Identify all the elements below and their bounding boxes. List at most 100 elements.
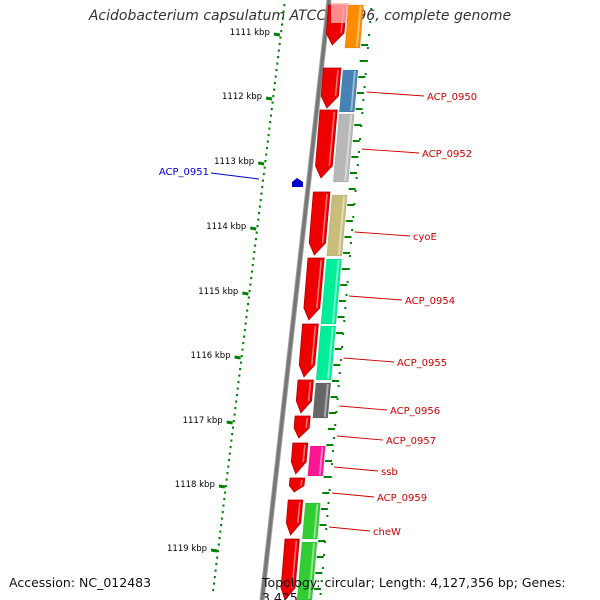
scale-dot [266, 140, 269, 143]
forward-gene-arrow [290, 442, 309, 475]
outer-ring-dot [348, 255, 351, 257]
outer-ring-dot [356, 164, 359, 166]
scale-dot [257, 218, 260, 221]
scale-dot [224, 485, 227, 488]
scale-dot [271, 101, 274, 104]
scale-tick-label: 1118 kbp [175, 480, 215, 490]
outer-ring-dot [341, 346, 344, 348]
gene-label: cheW [373, 527, 401, 538]
scale-dot [270, 108, 273, 111]
scale-dot [254, 244, 257, 247]
scale-dot [247, 296, 250, 299]
scale-tick-label: 1111 kbp [230, 28, 270, 38]
outer-ring-dot [353, 203, 356, 205]
scale-dot [262, 179, 265, 182]
scale-dot [261, 186, 264, 189]
scale-dot [259, 199, 262, 202]
scale-dot [273, 88, 276, 91]
scale-dot [221, 511, 224, 514]
scale-dot [241, 348, 244, 351]
scale-dot [237, 381, 240, 384]
outer-ring-dot [355, 177, 358, 179]
cog-gene-block [320, 258, 342, 325]
scale-dot [225, 478, 228, 481]
outer-ring-dot [361, 112, 364, 114]
scale-dot [232, 420, 235, 423]
gene-label: ACP_0959 [377, 493, 427, 504]
outer-ring-dot [352, 216, 355, 218]
scale-tick-mark [265, 96, 273, 101]
outer-ring-dot [345, 294, 348, 296]
scale-tick-mark [210, 548, 218, 553]
scale-tick-mark [273, 32, 281, 37]
forward-gene-highlight [316, 259, 322, 309]
outer-ring-dot [354, 190, 357, 192]
cog-gene-highlight [344, 114, 353, 182]
outer-ring-dot [328, 489, 331, 491]
scale-dot [258, 205, 261, 208]
scale-dot [273, 82, 276, 85]
forward-gene-arrow [315, 109, 338, 179]
scale-dot [215, 563, 218, 566]
scale-dot [228, 452, 231, 455]
scale-dot [254, 238, 257, 241]
scale-dot [229, 446, 232, 449]
scale-dot [243, 335, 246, 338]
highlighted-gene-marker [292, 178, 303, 187]
scale-dot [283, 4, 286, 7]
scale-dot [269, 114, 272, 117]
topology-text: Topology: circular; Length: 4,127,356 bp… [262, 575, 566, 600]
gene-label-leader [348, 295, 403, 301]
gene-label: ACP_0957 [386, 436, 436, 447]
gene-label: ACP_0950 [427, 92, 477, 103]
highlighted-gene-label: ACP_0951 [159, 167, 209, 178]
scale-dot [264, 160, 267, 163]
outer-ring-dot [346, 281, 349, 283]
gene-label-leader [339, 405, 388, 411]
scale-dot [267, 134, 270, 137]
scale-dot [230, 439, 233, 442]
cog-gene-highlight [355, 5, 362, 48]
scale-tick-label: 1113 kbp [214, 157, 254, 167]
scale-dot [226, 472, 229, 475]
outer-ring-dot [343, 320, 346, 322]
cog-gene-block [296, 541, 318, 600]
scale-dot [277, 56, 280, 59]
scale-dot [269, 121, 272, 124]
outer-ring-dot [320, 580, 323, 582]
gene-label-leader [361, 148, 420, 154]
scale-dot [268, 127, 271, 130]
scale-dot [227, 465, 230, 468]
forward-strand-layer [280, 3, 349, 600]
scale-dot [253, 251, 256, 254]
forward-gene-highlight [300, 479, 303, 486]
forward-gene-highlight [297, 501, 301, 524]
scale-dot [248, 290, 251, 293]
outer-ring-dot [319, 593, 322, 595]
outer-ring-dot [365, 60, 368, 62]
scale-dot [252, 257, 255, 260]
outer-ring-dot [363, 86, 366, 88]
gene-label-leader [328, 526, 371, 532]
scale-dot [223, 498, 226, 501]
scale-dot [260, 192, 263, 195]
forward-gene-arrow [308, 191, 331, 256]
gene-label: cyoE [413, 232, 437, 243]
cog-layer [296, 4, 373, 600]
scale-dot [277, 49, 280, 52]
scale-tick-mark [226, 420, 233, 425]
forward-gene-arrow [285, 499, 304, 536]
outer-ring-dot [333, 437, 336, 439]
cog-gene-highlight [318, 446, 324, 476]
outer-ring-dot [335, 411, 338, 413]
scale-tick-label: 1116 kbp [191, 351, 231, 361]
scale-tick-label: 1112 kbp [222, 92, 262, 102]
scale-dot [281, 17, 284, 20]
gene-label-leader [331, 492, 375, 498]
scale-dot [258, 212, 261, 215]
scale-dot [274, 75, 277, 78]
cog-gene-highlight [350, 70, 356, 112]
scale-dot [220, 524, 223, 527]
scale-dot [244, 322, 247, 325]
